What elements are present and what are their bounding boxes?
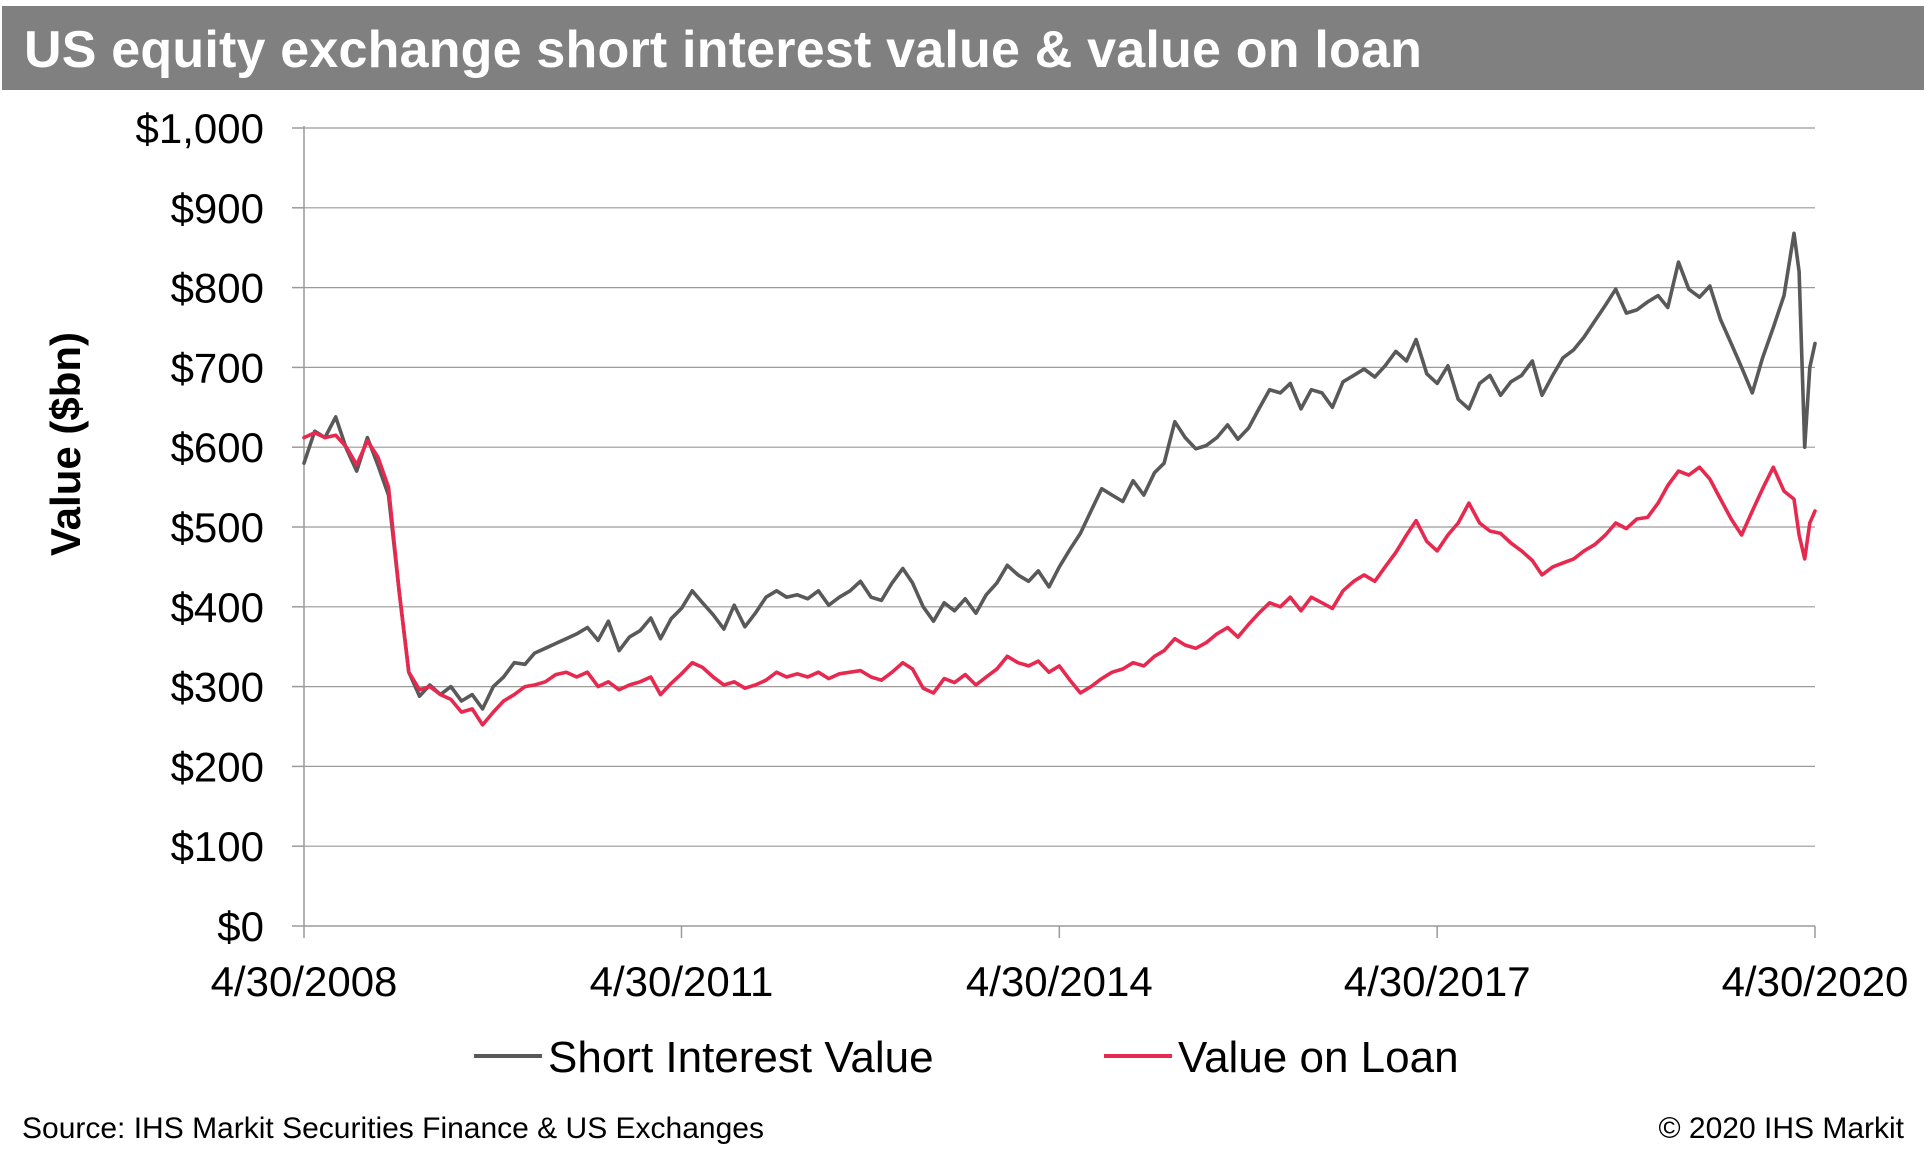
y-tick-label: $0 bbox=[217, 903, 264, 950]
title-bar: US equity exchange short interest value … bbox=[2, 6, 1924, 90]
y-axis-title: Value ($bn) bbox=[42, 332, 89, 556]
x-tick-label: 4/30/2017 bbox=[1344, 958, 1531, 1005]
x-tick-label: 4/30/2011 bbox=[590, 958, 774, 1005]
y-tick-label: $600 bbox=[171, 424, 264, 471]
y-tick-label: $700 bbox=[171, 344, 264, 391]
legend: Short Interest Value Value on Loan bbox=[474, 1033, 1459, 1082]
copyright-note: © 2020 IHS Markit bbox=[1658, 1112, 1904, 1145]
series-line-short-interest-value bbox=[302, 231, 1817, 711]
x-tick-label: 4/30/2008 bbox=[211, 958, 398, 1005]
y-tick-label: $900 bbox=[171, 185, 264, 232]
y-tick-labels: $0 $100 $200 $300 $400 $500 $600 $700 $800 $900 $1… bbox=[136, 105, 264, 950]
series-lines bbox=[302, 231, 1817, 727]
y-tick-label: $100 bbox=[171, 823, 264, 870]
source-note: Source: IHS Markit Securities Finance & … bbox=[22, 1112, 764, 1145]
x-tick-label: 4/30/2014 bbox=[966, 958, 1153, 1005]
gridlines bbox=[304, 127, 1815, 847]
legend-label-value-on-loan: Value on Loan bbox=[1178, 1033, 1459, 1082]
y-tick-label: $1,000 bbox=[136, 105, 264, 152]
x-tick-labels: 4/30/2008 4/30/2011 4/30/2014 4/30/2017 4/30… bbox=[211, 958, 1909, 1005]
legend-label-short-interest-value: Short Interest Value bbox=[548, 1033, 934, 1082]
series-line-value-on-loan bbox=[302, 431, 1817, 727]
chart-title: US equity exchange short interest value … bbox=[24, 21, 1423, 79]
y-tick-label: $300 bbox=[171, 664, 264, 711]
y-tick-label: $500 bbox=[171, 504, 264, 551]
y-tick-label: $800 bbox=[171, 265, 264, 312]
y-tick-label: $200 bbox=[171, 743, 264, 790]
axes bbox=[292, 126, 1816, 938]
x-tick-label: 4/30/2020 bbox=[1722, 958, 1909, 1005]
y-tick-label: $400 bbox=[171, 584, 264, 631]
